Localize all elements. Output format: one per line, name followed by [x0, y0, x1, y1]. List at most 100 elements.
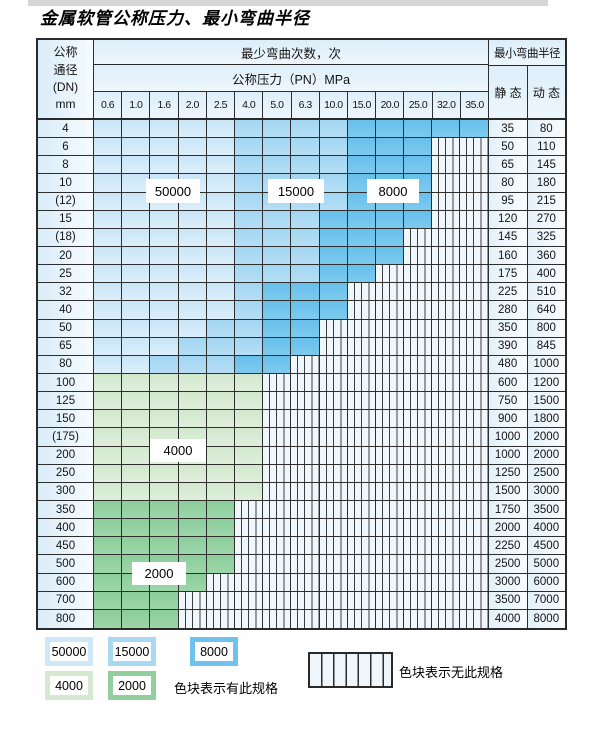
grid-cell-no-spec	[432, 138, 461, 157]
nominal-pressure-header: 公称压力（PN）MPa	[94, 65, 489, 92]
grid-cell-spec-g2	[150, 591, 179, 610]
bend-radius-header-group: 最小弯曲半径 静 态 动 态	[489, 40, 565, 120]
grid-cell-no-spec	[347, 410, 376, 429]
grid-label-2000: 2000	[132, 562, 186, 585]
grid-cell-no-spec	[460, 355, 489, 374]
grid-cell-no-spec	[432, 537, 461, 556]
grid-cell-spec-g1	[94, 446, 123, 465]
grid-cell-no-spec	[460, 537, 489, 556]
static-column-header: 静 态	[489, 66, 528, 120]
dn-cell: 800	[38, 609, 94, 628]
grid-cell-no-spec	[319, 446, 348, 465]
dynamic-radius-cell: 8000	[527, 609, 565, 628]
grid-cell-no-spec	[178, 591, 207, 610]
grid-cell-spec-b1	[150, 283, 179, 302]
grid-cell-no-spec	[375, 373, 405, 393]
table-row: 20 160 360	[38, 246, 565, 266]
grid-cell-spec-b1	[122, 265, 151, 284]
grid-cell-spec-b1	[178, 138, 207, 157]
static-radius-cell: 350	[488, 319, 528, 338]
grid-cell-spec-b1	[122, 301, 151, 320]
grid-cell-no-spec	[234, 500, 264, 520]
grid-cell-no-spec	[291, 373, 320, 393]
grid-cell-no-spec	[432, 500, 461, 520]
grid-cell-spec-b1	[94, 174, 123, 193]
grid-cell-no-spec	[263, 373, 292, 393]
grid-cell-no-spec	[347, 392, 376, 411]
table-row: 300 1500 3000	[38, 482, 565, 501]
dn-cell: 25	[38, 265, 94, 284]
static-radius-cell: 280	[488, 301, 528, 320]
grid-cell-no-spec	[432, 283, 461, 302]
grid-cell-no-spec	[460, 265, 489, 284]
static-radius-cell: 1250	[488, 464, 528, 483]
grid-cell-no-spec	[432, 228, 461, 247]
table-row: 40 280 640	[38, 301, 565, 320]
grid-cell-no-spec	[319, 319, 348, 338]
grid-cell-no-spec	[319, 464, 348, 483]
grid-cell-spec-b2	[234, 192, 264, 211]
grid-cell-no-spec	[291, 609, 320, 628]
grid-cell-spec-b2	[234, 265, 264, 284]
pressure-col-header: 4.0	[235, 91, 264, 118]
grid-cell-no-spec	[432, 174, 461, 193]
grid-cell-spec-g1	[150, 482, 179, 501]
grid-cell-no-spec	[319, 500, 348, 520]
grid-cell-spec-g2	[94, 609, 123, 628]
dynamic-radius-cell: 400	[527, 265, 565, 284]
grid-cell-spec-b2	[234, 174, 264, 193]
grid-cell-spec-b1	[94, 120, 123, 139]
table-row: 65 390 845	[38, 337, 565, 356]
table-row: 450 2250 4500	[38, 537, 565, 556]
grid-cell-no-spec	[432, 573, 461, 592]
grid-cell-no-spec	[206, 591, 235, 610]
grid-cell-no-spec	[347, 283, 376, 302]
grid-cell-spec-b1	[178, 301, 207, 320]
grid-cell-spec-g2	[94, 555, 123, 574]
dynamic-radius-cell: 800	[527, 319, 565, 338]
pressure-col-header: 35.0	[461, 91, 490, 118]
grid-cell-no-spec	[460, 373, 489, 393]
table-row: 800 4000 8000	[38, 609, 565, 628]
dynamic-radius-cell: 180	[527, 174, 565, 193]
dynamic-radius-cell: 145	[527, 156, 565, 175]
grid-cell-spec-b2	[319, 138, 348, 157]
grid-cell-no-spec	[291, 410, 320, 429]
static-radius-cell: 65	[488, 156, 528, 175]
grid-cell-spec-g1	[234, 446, 264, 465]
grid-cell-spec-b2	[291, 210, 320, 229]
legend-no-spec-swatch	[308, 652, 393, 688]
grid-cell-spec-b1	[122, 228, 151, 247]
grid-cell-no-spec	[319, 519, 348, 538]
grid-cell-no-spec	[375, 591, 405, 610]
grid-cell-no-spec	[404, 392, 433, 411]
grid-cell-spec-b3	[404, 138, 433, 157]
grid-cell-no-spec	[404, 373, 433, 393]
legend-swatch-8000: 8000	[190, 637, 238, 666]
grid-cell-spec-b2	[178, 337, 207, 356]
grid-cell-spec-g1	[178, 373, 207, 393]
grid-cell-no-spec	[460, 319, 489, 338]
grid-cell-no-spec	[404, 355, 433, 374]
grid-cell-no-spec	[432, 392, 461, 411]
table-row: 125 750 1500	[38, 392, 565, 411]
grid-cell-spec-g2	[178, 537, 207, 556]
table-row: 500 2500 5000	[38, 555, 565, 574]
grid-label-8000: 8000	[367, 179, 419, 203]
grid-cell-no-spec	[375, 392, 405, 411]
static-radius-cell: 1500	[488, 482, 528, 501]
grid-cell-no-spec	[319, 609, 348, 628]
grid-cell-no-spec	[404, 410, 433, 429]
grid-cell-no-spec	[347, 500, 376, 520]
dn-cell: 10	[38, 174, 94, 193]
grid-cell-no-spec	[291, 500, 320, 520]
table-row: 8 65 145	[38, 156, 565, 175]
grid-cell-no-spec	[263, 392, 292, 411]
grid-cell-spec-b1	[94, 210, 123, 229]
dn-cell: 150	[38, 410, 94, 429]
grid-cell-spec-b1	[122, 355, 151, 374]
grid-cell-spec-g1	[178, 392, 207, 411]
grid-cell-spec-b3	[375, 246, 405, 266]
grid-cell-no-spec	[347, 609, 376, 628]
table-row: 25 175 400	[38, 265, 565, 284]
